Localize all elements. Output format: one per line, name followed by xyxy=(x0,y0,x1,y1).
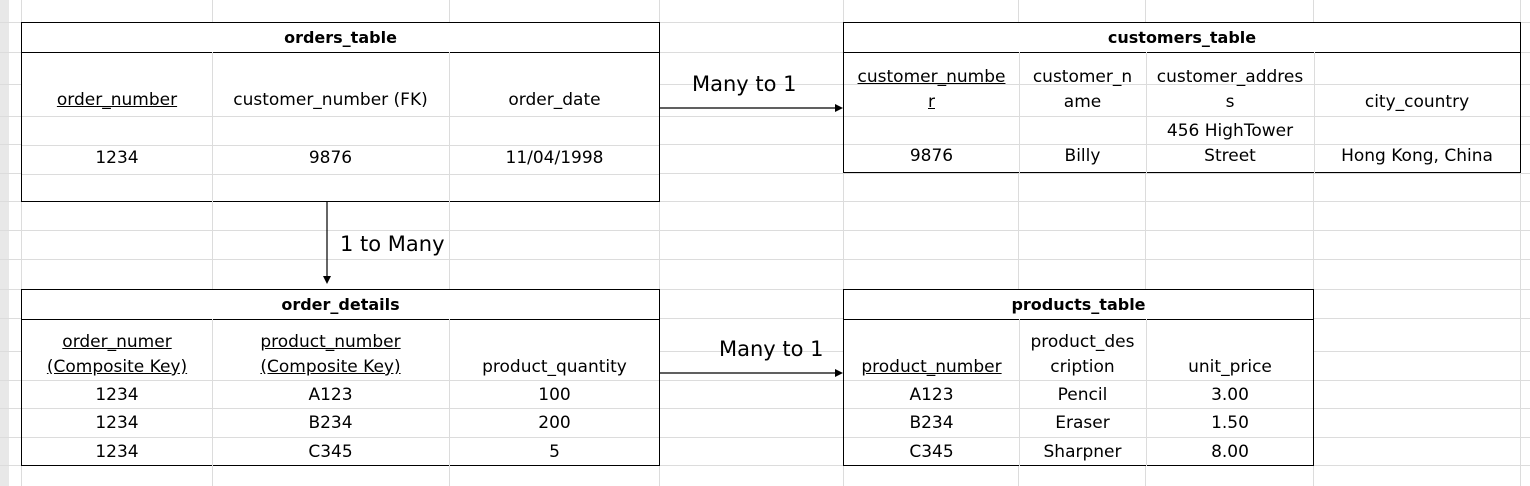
sheet-left-edge xyxy=(0,0,9,486)
products-table-title: products_table xyxy=(844,290,1313,320)
details-row-3-order: 1234 xyxy=(95,442,139,462)
header-product-number-composite-key: product_number (Composite Key) xyxy=(260,332,401,377)
products-row-1-description: Pencil xyxy=(1057,385,1108,405)
header-customer-number: customer_numbe r xyxy=(857,67,1006,112)
customers-table: customers_table customer_numbe r customer… xyxy=(843,22,1521,173)
products-row-3-number: C345 xyxy=(909,442,954,462)
products-row-2-description: Eraser xyxy=(1055,413,1110,433)
details-row-3-quantity: 5 xyxy=(549,442,560,462)
order-details-title: order_details xyxy=(22,290,659,320)
details-row-1-product: A123 xyxy=(308,385,353,405)
header-customer-number-fk: customer_number (FK) xyxy=(233,90,428,110)
details-row-3-product: C345 xyxy=(308,442,353,462)
label-orders-to-customers: Many to 1 xyxy=(692,72,797,96)
header-order-number: order_number xyxy=(56,90,178,110)
products-row-3-description: Sharpner xyxy=(1043,442,1122,462)
customers-cell-customer-name: Billy xyxy=(1064,146,1101,166)
products-table: products_table product_number product_de… xyxy=(843,289,1314,466)
details-row-1-order: 1234 xyxy=(95,385,139,405)
header-city-country: city_country xyxy=(1364,92,1470,112)
products-row-2-number: B234 xyxy=(909,413,954,433)
label-orders-to-details: 1 to Many xyxy=(340,232,445,256)
header-product-number: product_number xyxy=(861,357,1002,377)
orders-table-title: orders_table xyxy=(22,23,659,53)
orders-cell-order-number: 1234 xyxy=(95,148,139,168)
label-details-to-products: Many to 1 xyxy=(719,337,824,361)
products-row-1-number: A123 xyxy=(909,385,954,405)
header-unit-price: unit_price xyxy=(1188,357,1272,377)
arrow-details-to-products xyxy=(660,369,843,377)
orders-table: orders_table order_number customer_numbe… xyxy=(21,22,660,202)
customers-cell-city-country: Hong Kong, China xyxy=(1341,146,1493,166)
header-order-numer-composite-key: order_numer (Composite Key) xyxy=(46,332,188,377)
details-row-1-quantity: 100 xyxy=(538,385,571,405)
order-details-table: order_details order_numer (Composite Key)… xyxy=(21,289,660,466)
products-row-2-price: 1.50 xyxy=(1211,413,1249,433)
products-row-1-price: 3.00 xyxy=(1211,385,1249,405)
customers-cell-customer-number: 9876 xyxy=(909,146,954,166)
orders-cell-customer-number: 9876 xyxy=(308,148,353,168)
details-row-2-quantity: 200 xyxy=(538,413,571,433)
details-row-2-order: 1234 xyxy=(95,413,139,433)
details-row-2-product: B234 xyxy=(308,413,353,433)
header-product-description: product_des cription xyxy=(1030,332,1135,377)
header-customer-name: customer_n ame xyxy=(1032,67,1133,112)
arrow-orders-to-customers xyxy=(660,104,843,112)
customers-cell-customer-address: 456 HighTower Street xyxy=(1166,121,1294,166)
header-product-quantity: product_quantity xyxy=(482,357,627,377)
header-customer-address: customer_addres s xyxy=(1156,67,1304,112)
products-row-3-price: 8.00 xyxy=(1211,442,1249,462)
header-order-date: order_date xyxy=(508,90,601,110)
customers-table-title: customers_table xyxy=(844,23,1520,53)
arrow-orders-to-details xyxy=(323,202,331,284)
orders-cell-order-date: 11/04/1998 xyxy=(505,148,604,168)
